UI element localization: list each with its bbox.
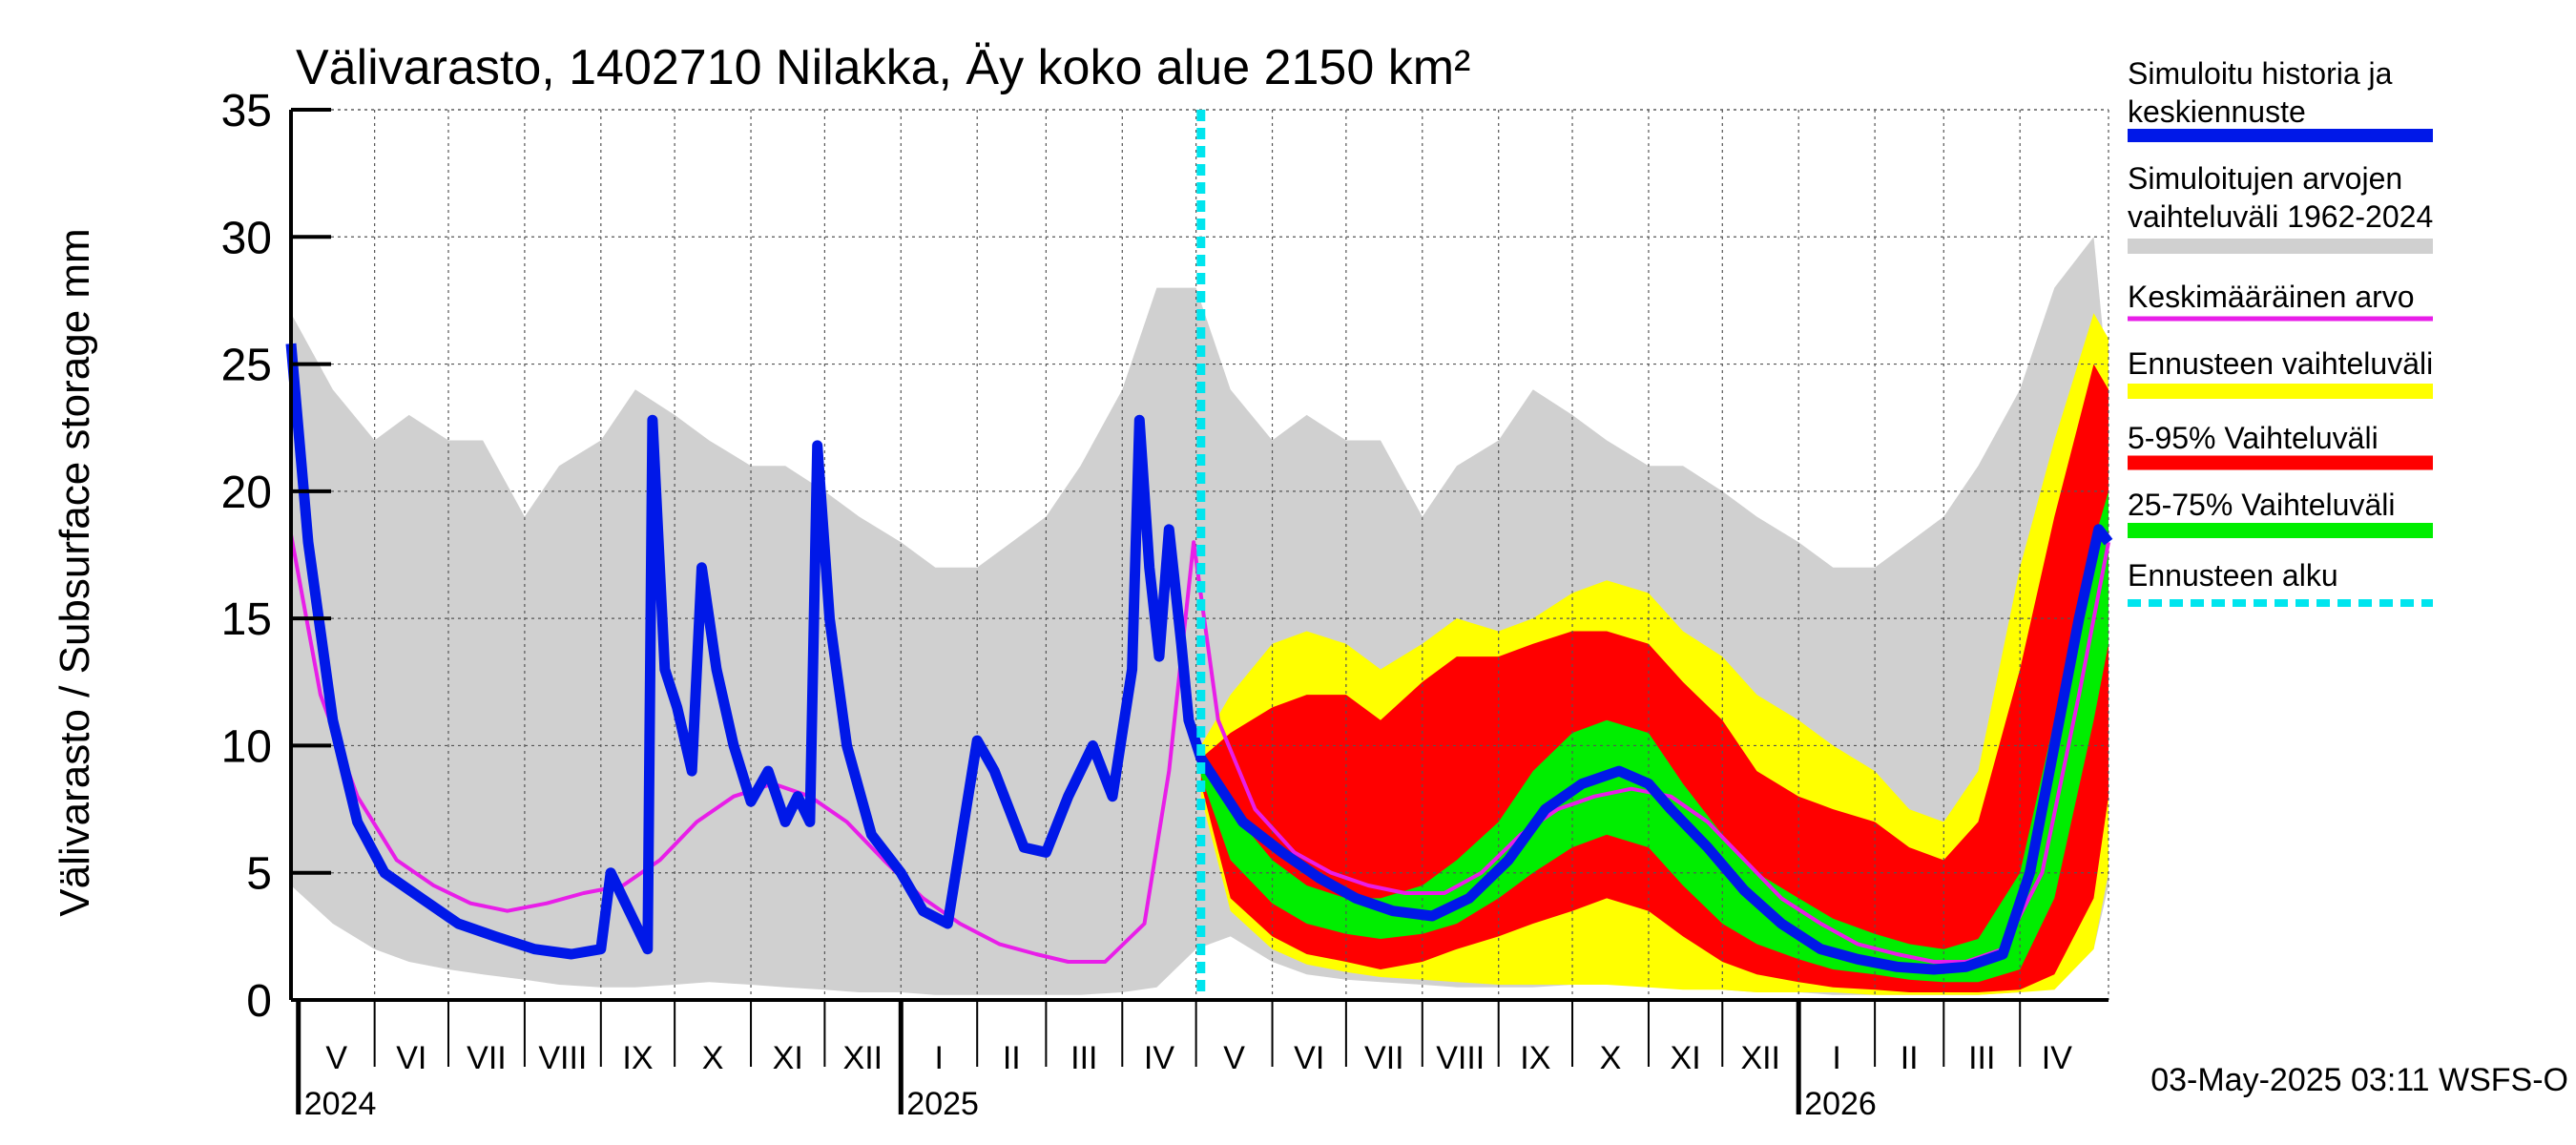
- month-label: V: [325, 1040, 347, 1076]
- month-label: V: [1223, 1040, 1245, 1076]
- y-tick-label: 30: [221, 213, 272, 263]
- month-label: III: [1070, 1040, 1097, 1076]
- legend-swatch: [2128, 316, 2433, 322]
- legend-swatch: [2128, 384, 2433, 399]
- y-tick-label: 15: [221, 594, 272, 645]
- month-label: X: [1600, 1040, 1622, 1076]
- year-label: 2026: [1804, 1086, 1877, 1122]
- month-label: IV: [2042, 1040, 2072, 1076]
- month-label: IX: [622, 1040, 653, 1076]
- month-label: IX: [1520, 1040, 1550, 1076]
- y-tick-label: 10: [221, 721, 272, 772]
- y-tick-label: 35: [221, 86, 272, 136]
- legend-label: keskiennuste: [2128, 94, 2306, 129]
- legend-label: Keskimääräinen arvo: [2128, 280, 2415, 314]
- year-label: 2025: [906, 1086, 979, 1122]
- legend-label: 25-75% Vaihteluväli: [2128, 488, 2395, 522]
- y-ticks: 0 5 10 15 20 25 30 35: [221, 86, 331, 1027]
- legend-swatch: [2128, 129, 2433, 142]
- month-label: VI: [1294, 1040, 1324, 1076]
- chart-title: Välivarasto, 1402710 Nilakka, Äy koko al…: [296, 40, 1470, 95]
- month-label: VI: [396, 1040, 426, 1076]
- line-keskim-r-inen-arvo: [289, 533, 2110, 964]
- month-label: VIII: [538, 1040, 587, 1076]
- series-lines: [285, 110, 2113, 1000]
- month-label: I: [935, 1040, 944, 1076]
- line-simuloitu-historia-ja-keskiennuste: [285, 343, 2113, 975]
- month-label: II: [1003, 1040, 1021, 1076]
- y-tick-label: 20: [221, 468, 272, 518]
- month-label: XII: [1740, 1040, 1780, 1076]
- month-label: XII: [843, 1040, 883, 1076]
- legend-label: Simuloitu historia ja: [2128, 56, 2393, 91]
- axes: [289, 110, 2109, 1002]
- y-axis-label: Välivarasto / Subsurface storage mm: [52, 228, 98, 916]
- y-tick-label: 5: [246, 849, 272, 900]
- legend-label: 5-95% Vaihteluväli: [2128, 421, 2379, 455]
- legend-label: vaihteluväli 1962-2024: [2128, 199, 2433, 234]
- footer-timestamp: 03-May-2025 03:11 WSFS-O: [2150, 1062, 2568, 1098]
- band-5-95-vaihteluv-li: [1200, 364, 2109, 993]
- month-label: X: [702, 1040, 724, 1076]
- legend-label: Ennusteen vaihteluväli: [2128, 346, 2433, 381]
- month-label: VII: [467, 1040, 507, 1076]
- month-label: VII: [1364, 1040, 1404, 1076]
- month-label: III: [1968, 1040, 1995, 1076]
- month-label: II: [1901, 1040, 1919, 1076]
- legend-label: Simuloitujen arvojen: [2128, 161, 2402, 196]
- month-label: XI: [1671, 1040, 1701, 1076]
- band-25-75-vaihteluv-li: [1200, 490, 2109, 983]
- legend-swatch: [2128, 523, 2433, 538]
- month-label: I: [1832, 1040, 1840, 1076]
- year-label: 2024: [304, 1086, 377, 1122]
- y-tick-label: 25: [221, 341, 272, 391]
- legend-swatch: [2128, 239, 2433, 254]
- legend-label: Ennusteen alku: [2128, 558, 2338, 593]
- month-label: IV: [1144, 1040, 1174, 1076]
- month-label: VIII: [1436, 1040, 1485, 1076]
- month-label: XI: [773, 1040, 803, 1076]
- legend-swatch: [2128, 455, 2433, 470]
- y-tick-label: 0: [246, 976, 272, 1027]
- range-bands: [291, 237, 2109, 995]
- x-axis-labels: V VI VII VIII IX X XI XII I II III IV V VI VII VIII IX X X…: [296, 1000, 2072, 1122]
